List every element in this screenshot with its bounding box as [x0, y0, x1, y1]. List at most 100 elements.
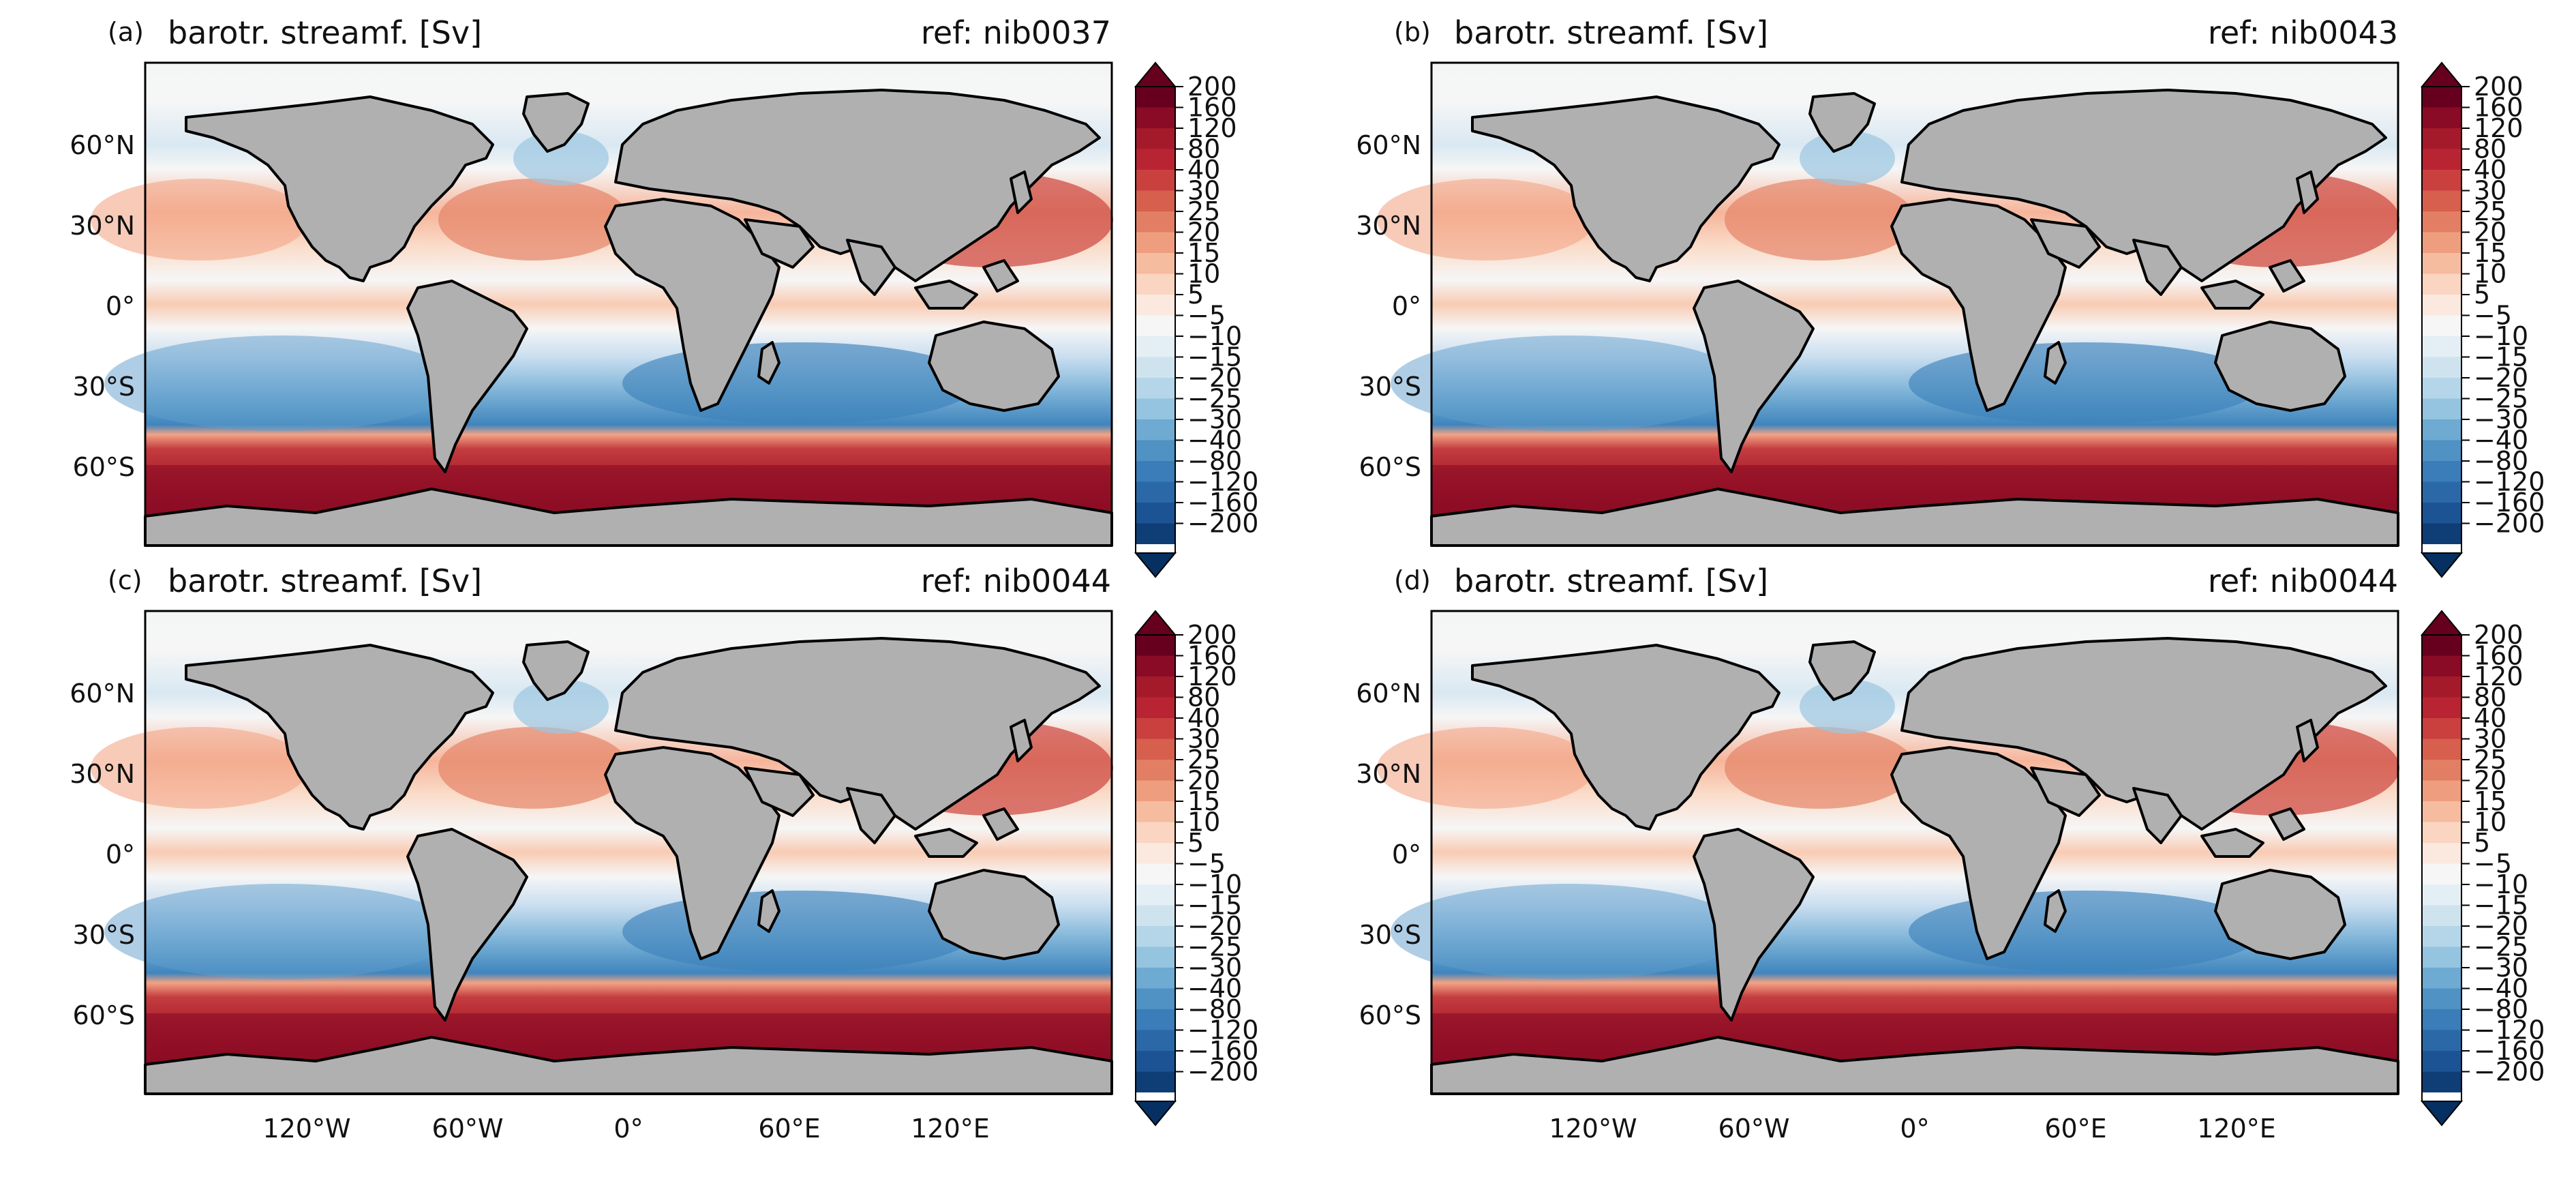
colorbar-label: 200	[2474, 72, 2524, 102]
colorbar-label: −15	[1187, 891, 1242, 921]
lat-tick-0: 0°	[1392, 839, 1421, 869]
panel-a-letter: (a)	[108, 17, 144, 47]
panel-a: (a) barotr. streamf. [Sv] ref: nib0037 6…	[70, 14, 1176, 578]
colorbar-label: −200	[1187, 1057, 1258, 1087]
colorbar-label: 5	[2474, 828, 2490, 858]
colorbar-label: 120	[1187, 113, 1237, 143]
colorbar-label: 200	[2474, 620, 2524, 650]
colorbar-label: −25	[1187, 932, 1242, 962]
colorbar-label: 80	[1187, 134, 1220, 164]
colorbar-label: 80	[1187, 683, 1220, 713]
colorbar-label: −200	[2474, 1057, 2545, 1087]
colorbar-label: −40	[1187, 426, 1242, 456]
colorbar-label: −80	[2474, 994, 2528, 1024]
colorbar-label: −20	[2474, 363, 2528, 393]
lon-tick-60W: 60°W	[1718, 1114, 1790, 1144]
lat-axis-b: 60°N 30°N 0° 30°S 60°S	[1356, 130, 1421, 482]
colorbar-label: −20	[2474, 911, 2528, 941]
lon-tick-60E: 60°E	[758, 1114, 820, 1144]
lon-axis-d: 120°W 60°W 0° 60°E 120°E	[1549, 1114, 2275, 1144]
lon-axis-c: 120°W 60°W 0° 60°E 120°E	[262, 1114, 989, 1144]
panel-c-title: barotr. streamf. [Sv]	[168, 563, 482, 599]
colorbar-label: −30	[1187, 953, 1242, 983]
colorbar-label: −160	[2474, 488, 2545, 518]
colorbar-d	[2421, 610, 2462, 1126]
colorbar-label: −25	[2474, 384, 2528, 414]
colorbar-label: −40	[2474, 974, 2528, 1004]
colorbar-label: 10	[1187, 807, 1220, 837]
colorbar-label: 30	[2474, 176, 2506, 206]
colorbar-label: −40	[2474, 426, 2528, 456]
lat-tick-60S: 60°S	[1359, 1000, 1421, 1030]
panel-a-title: barotr. streamf. [Sv]	[168, 14, 482, 51]
colorbar-label: 15	[1187, 786, 1220, 816]
colorbar-b	[2421, 62, 2462, 578]
colorbar-label: 5	[1187, 280, 1204, 310]
colorbar-c	[1135, 610, 1176, 1126]
colorbar-label: −10	[2474, 869, 2528, 899]
lon-tick-120E: 120°E	[911, 1114, 990, 1144]
lat-tick-30N: 30°N	[70, 759, 135, 789]
colorbar-label: 40	[1187, 155, 1220, 185]
colorbar-label: 40	[2474, 703, 2506, 733]
panel-d: (d) barotr. streamf. [Sv] ref: nib0044 6…	[1356, 563, 2462, 1144]
colorbar-label: −5	[1187, 849, 1226, 879]
map-d	[1376, 610, 2401, 1095]
colorbar-label: 5	[2474, 280, 2490, 310]
panel-c-ref: ref: nib0044	[921, 563, 1111, 599]
colorbar-label: −80	[1187, 446, 1242, 476]
lat-tick-0: 0°	[106, 291, 135, 321]
lon-tick-0: 0°	[613, 1114, 643, 1144]
colorbar-label: 20	[1187, 218, 1220, 248]
colorbar-a	[1135, 62, 1176, 578]
lat-axis-c: 60°N 30°N 0° 30°S 60°S	[70, 679, 135, 1030]
colorbar-label: −15	[2474, 891, 2528, 921]
lat-tick-60N: 60°N	[70, 130, 135, 160]
colorbar-label: −160	[1187, 488, 1258, 518]
panel-b: (b) barotr. streamf. [Sv] ref: nib0043 6…	[1356, 14, 2462, 578]
lon-tick-0: 0°	[1900, 1114, 1929, 1144]
colorbar-label: 10	[1187, 259, 1220, 289]
colorbar-label: 200	[1187, 620, 1237, 650]
colorbar-label: −25	[1187, 384, 1242, 414]
lat-tick-0: 0°	[106, 839, 135, 869]
lat-tick-60S: 60°S	[1359, 452, 1421, 482]
colorbar-label: −120	[2474, 467, 2545, 497]
colorbar-label: 25	[1187, 745, 1220, 775]
colorbar-label: 15	[2474, 238, 2506, 268]
colorbar-label: 15	[1187, 238, 1220, 268]
colorbar-label: −80	[2474, 446, 2528, 476]
colorbar-label: 120	[2474, 661, 2524, 691]
lat-tick-30S: 30°S	[1359, 920, 1421, 950]
colorbar-label: 160	[2474, 93, 2524, 123]
colorbar-label: 40	[2474, 155, 2506, 185]
colorbar-label: −15	[1187, 342, 1242, 372]
colorbar-label: −160	[1187, 1036, 1258, 1066]
colorbar-label: −5	[1187, 301, 1226, 331]
colorbar-label: 200	[1187, 72, 1237, 102]
lat-tick-30S: 30°S	[1359, 372, 1421, 402]
colorbar-label: −20	[1187, 363, 1242, 393]
lat-tick-0: 0°	[1392, 291, 1421, 321]
panel-b-ref: ref: nib0043	[2208, 14, 2398, 51]
colorbar-label: 40	[1187, 703, 1220, 733]
panel-b-letter: (b)	[1394, 17, 1431, 47]
colorbar-label: 80	[2474, 134, 2506, 164]
colorbar-labels: 200160120804030252015105−5−10−15−20−25−3…	[1175, 72, 2545, 1087]
colorbar-label: −15	[2474, 342, 2528, 372]
lon-tick-60W: 60°W	[432, 1114, 504, 1144]
colorbar-label: 80	[2474, 683, 2506, 713]
colorbar-label: −200	[2474, 509, 2545, 539]
lat-tick-30S: 30°S	[73, 372, 135, 402]
colorbar-label: 10	[2474, 259, 2506, 289]
lat-tick-60S: 60°S	[73, 1000, 135, 1030]
colorbar-label: −10	[1187, 869, 1242, 899]
colorbar-label: −30	[2474, 953, 2528, 983]
colorbar-label: −30	[2474, 404, 2528, 434]
lat-tick-60N: 60°N	[1356, 130, 1421, 160]
lat-tick-60N: 60°N	[70, 679, 135, 709]
colorbar-label: −10	[2474, 321, 2528, 351]
colorbar-label: 25	[2474, 745, 2506, 775]
colorbar-label: −40	[1187, 974, 1242, 1004]
colorbar-label: 5	[1187, 828, 1204, 858]
